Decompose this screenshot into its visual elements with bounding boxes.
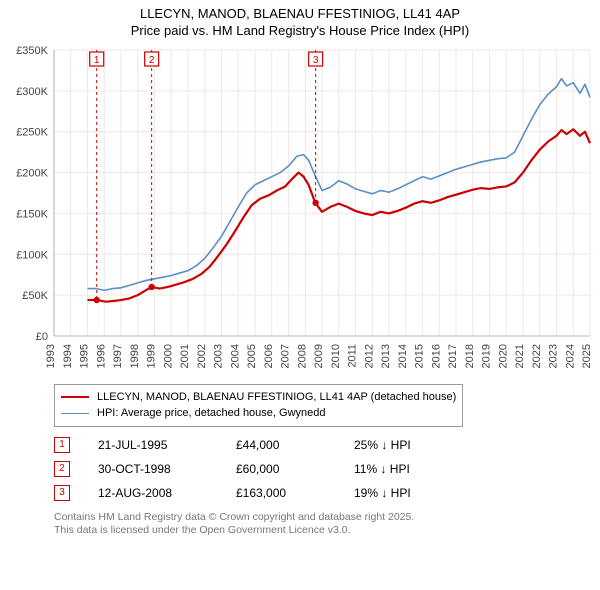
event-badge: 3 — [54, 485, 70, 501]
title-block: LLECYN, MANOD, BLAENAU FFESTINIOG, LL41 … — [0, 0, 600, 40]
event-row: 2 30-OCT-1998 £60,000 11% ↓ HPI — [54, 457, 600, 481]
event-price: £60,000 — [236, 462, 326, 476]
footer-line1: Contains HM Land Registry data © Crown c… — [54, 511, 600, 525]
svg-text:2011: 2011 — [347, 344, 359, 368]
svg-text:2004: 2004 — [229, 344, 241, 368]
svg-text:2010: 2010 — [330, 344, 342, 368]
svg-text:1997: 1997 — [112, 344, 124, 368]
svg-text:1995: 1995 — [79, 344, 91, 368]
chart-container: LLECYN, MANOD, BLAENAU FFESTINIOG, LL41 … — [0, 0, 600, 538]
event-date: 12-AUG-2008 — [98, 486, 208, 500]
legend-label: HPI: Average price, detached house, Gwyn… — [97, 405, 326, 422]
event-date: 30-OCT-1998 — [98, 462, 208, 476]
svg-text:1: 1 — [94, 55, 100, 66]
svg-text:£100K: £100K — [16, 249, 48, 261]
svg-text:2022: 2022 — [531, 344, 543, 368]
svg-text:1996: 1996 — [95, 344, 107, 368]
legend-swatch — [61, 413, 89, 414]
svg-text:£350K: £350K — [16, 45, 48, 57]
event-price: £44,000 — [236, 438, 326, 452]
chart-area: £0 £50K £100K £150K £200K £250K £300K £350K 1993… — [0, 40, 600, 380]
svg-text:£200K: £200K — [16, 167, 48, 179]
svg-text:2023: 2023 — [548, 344, 560, 368]
svg-text:2014: 2014 — [397, 344, 409, 368]
svg-text:2015: 2015 — [414, 344, 426, 368]
svg-text:1993: 1993 — [45, 344, 57, 368]
svg-text:2019: 2019 — [481, 344, 493, 368]
legend-row: HPI: Average price, detached house, Gwyn… — [61, 405, 456, 422]
svg-text:2013: 2013 — [380, 344, 392, 368]
legend-row: LLECYN, MANOD, BLAENAU FFESTINIOG, LL41 … — [61, 389, 456, 406]
title-line2: Price paid vs. HM Land Registry's House … — [0, 23, 600, 40]
svg-text:2008: 2008 — [296, 344, 308, 368]
legend: LLECYN, MANOD, BLAENAU FFESTINIOG, LL41 … — [54, 384, 463, 427]
svg-text:2007: 2007 — [280, 344, 292, 368]
legend-label: LLECYN, MANOD, BLAENAU FFESTINIOG, LL41 … — [97, 389, 456, 406]
svg-text:£50K: £50K — [22, 290, 48, 302]
event-delta: 11% ↓ HPI — [354, 462, 444, 476]
svg-text:2001: 2001 — [179, 344, 191, 368]
sale-events-table: 1 21-JUL-1995 £44,000 25% ↓ HPI 2 30-OCT-1998… — [54, 433, 600, 505]
line-chart-svg: £0 £50K £100K £150K £200K £250K £300K £350K 1993… — [0, 40, 600, 380]
svg-text:£300K: £300K — [16, 86, 48, 98]
title-line1: LLECYN, MANOD, BLAENAU FFESTINIOG, LL41 … — [0, 6, 600, 23]
event-date: 21-JUL-1995 — [98, 438, 208, 452]
event-badge: 2 — [54, 461, 70, 477]
event-row: 1 21-JUL-1995 £44,000 25% ↓ HPI — [54, 433, 600, 457]
event-delta: 25% ↓ HPI — [354, 438, 444, 452]
event-badge: 1 — [54, 437, 70, 453]
svg-text:2006: 2006 — [263, 344, 275, 368]
svg-text:2009: 2009 — [313, 344, 325, 368]
svg-text:£150K: £150K — [16, 208, 48, 220]
footer-attribution: Contains HM Land Registry data © Crown c… — [54, 511, 600, 538]
svg-text:2025: 2025 — [581, 344, 593, 368]
svg-text:3: 3 — [313, 55, 319, 66]
svg-text:2012: 2012 — [363, 344, 375, 368]
svg-text:2005: 2005 — [246, 344, 258, 368]
svg-text:2016: 2016 — [430, 344, 442, 368]
svg-text:2: 2 — [149, 55, 155, 66]
svg-text:2021: 2021 — [514, 344, 526, 368]
svg-text:1999: 1999 — [146, 344, 158, 368]
svg-text:2002: 2002 — [196, 344, 208, 368]
svg-text:2017: 2017 — [447, 344, 459, 368]
footer-line2: This data is licensed under the Open Gov… — [54, 524, 600, 538]
svg-text:£0: £0 — [36, 331, 48, 343]
legend-swatch — [61, 396, 89, 398]
svg-text:2000: 2000 — [162, 344, 174, 368]
svg-text:1998: 1998 — [129, 344, 141, 368]
svg-text:2018: 2018 — [464, 344, 476, 368]
svg-text:2024: 2024 — [564, 344, 576, 368]
event-delta: 19% ↓ HPI — [354, 486, 444, 500]
event-row: 3 12-AUG-2008 £163,000 19% ↓ HPI — [54, 481, 600, 505]
event-price: £163,000 — [236, 486, 326, 500]
svg-text:2003: 2003 — [213, 344, 225, 368]
svg-text:£250K: £250K — [16, 126, 48, 138]
svg-text:2020: 2020 — [497, 344, 509, 368]
svg-text:1994: 1994 — [62, 344, 74, 368]
